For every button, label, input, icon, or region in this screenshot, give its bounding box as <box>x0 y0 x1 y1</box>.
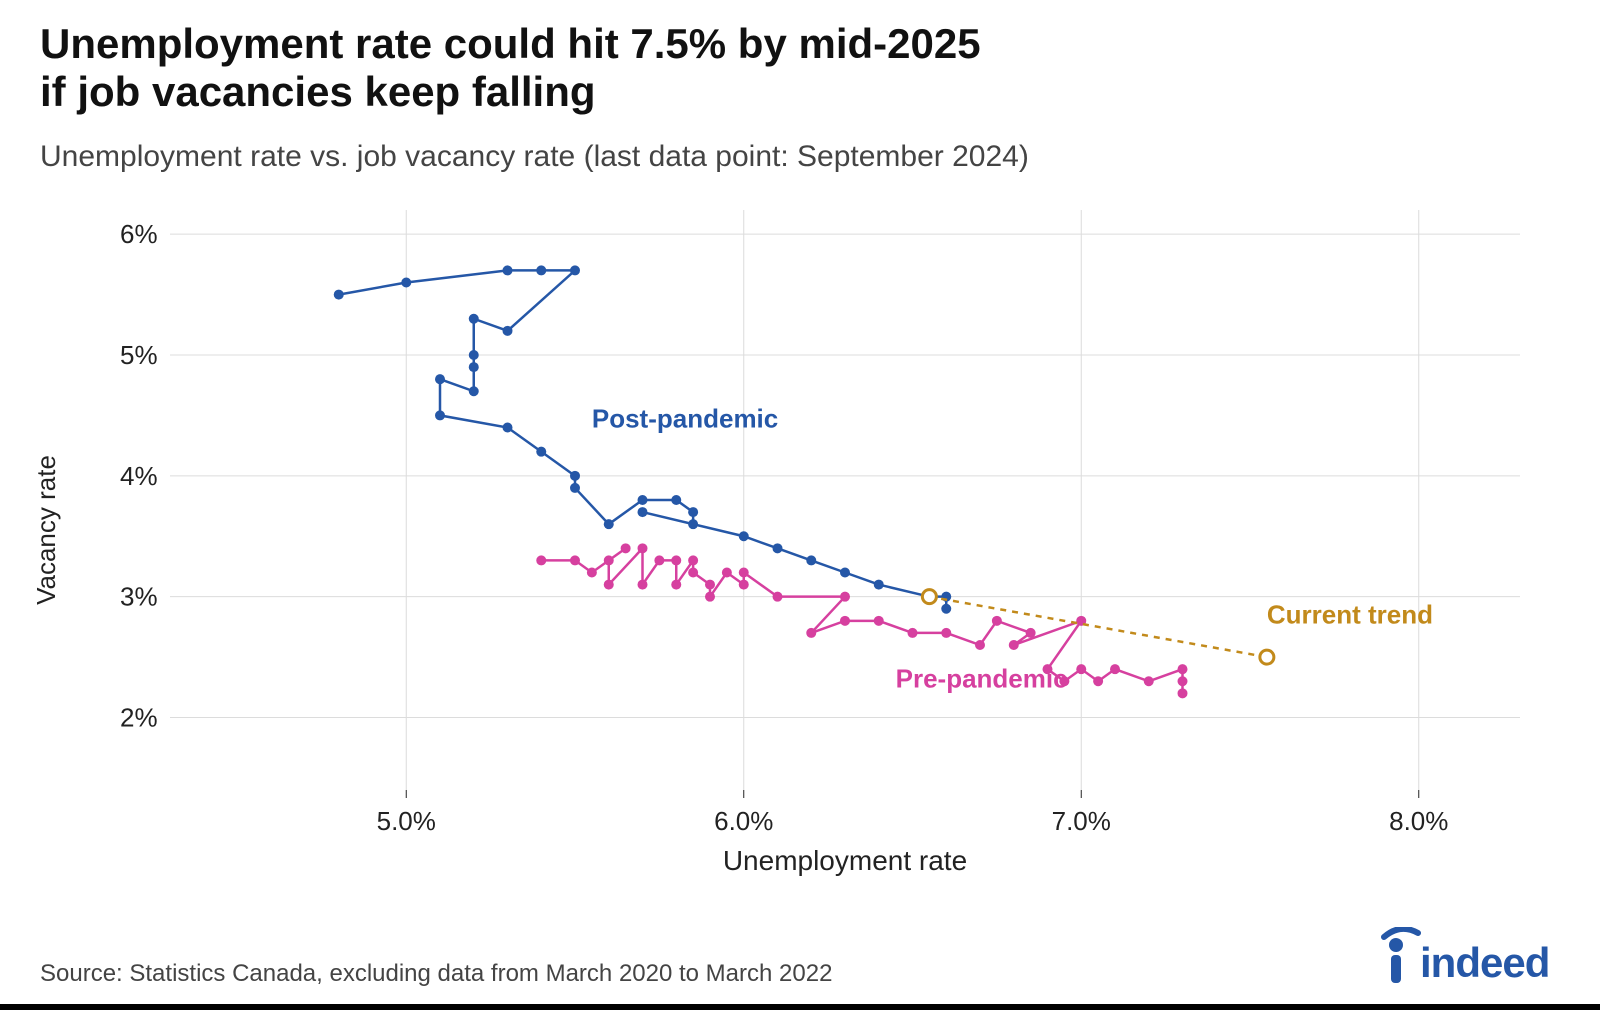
series-marker-pre_pandemic <box>773 592 783 602</box>
series-marker-post_pandemic <box>435 410 445 420</box>
series-marker-pre_pandemic <box>621 543 631 553</box>
x-tick-label: 8.0% <box>1389 806 1448 836</box>
series-marker-post_pandemic <box>773 543 783 553</box>
series-marker-pre_pandemic <box>1178 688 1188 698</box>
series-marker-pre_pandemic <box>570 555 580 565</box>
y-tick-label: 5% <box>120 340 158 370</box>
series-marker-post_pandemic <box>469 350 479 360</box>
series-marker-pre_pandemic <box>1110 664 1120 674</box>
series-marker-pre_pandemic <box>671 580 681 590</box>
x-tick-label: 5.0% <box>377 806 436 836</box>
indeed-logo-svg: indeed <box>1370 927 1550 987</box>
plot-area: 5.0% 6.0% 7.0% 8.0% 2% 3% 4% 5% 6% Unemployment r… <box>110 200 1550 880</box>
x-tick-label: 6.0% <box>714 806 773 836</box>
title-line-1: Unemployment rate could hit 7.5% by mid-… <box>40 20 981 67</box>
series-marker-pre_pandemic <box>536 555 546 565</box>
series-marker-pre_pandemic <box>688 555 698 565</box>
series-marker-pre_pandemic <box>604 580 614 590</box>
series-label-post_pandemic: Post-pandemic <box>592 404 778 434</box>
series-marker-post_pandemic <box>840 568 850 578</box>
series-marker-post_pandemic <box>401 278 411 288</box>
series-marker-pre_pandemic <box>840 616 850 626</box>
y-axis-title: Vacancy rate <box>31 455 61 605</box>
chart-subtitle: Unemployment rate vs. job vacancy rate (… <box>40 140 1029 174</box>
series-marker-pre_pandemic <box>806 628 816 638</box>
series-marker-post_pandemic <box>503 265 513 275</box>
series-marker-pre_pandemic <box>671 555 681 565</box>
series-marker-post_pandemic <box>435 374 445 384</box>
series-marker-post_pandemic <box>334 290 344 300</box>
series-marker-pre_pandemic <box>1093 676 1103 686</box>
bottom-border <box>0 1004 1600 1010</box>
series-marker-pre_pandemic <box>840 592 850 602</box>
series-label-current_trend: Current trend <box>1267 599 1433 629</box>
series-label-pre_pandemic: Pre-pandemic <box>896 663 1068 693</box>
series-marker-post_pandemic <box>469 362 479 372</box>
series-marker-pre_pandemic <box>1076 664 1086 674</box>
y-tick-label: 2% <box>120 703 158 733</box>
series-marker-post_pandemic <box>469 314 479 324</box>
source-note: Source: Statistics Canada, excluding dat… <box>40 960 832 988</box>
series-marker-pre_pandemic <box>992 616 1002 626</box>
series-marker-pre_pandemic <box>638 580 648 590</box>
series-marker-post_pandemic <box>806 555 816 565</box>
y-tick-label: 4% <box>120 461 158 491</box>
series-marker-pre_pandemic <box>874 616 884 626</box>
logo-text: indeed <box>1420 939 1549 986</box>
y-tick-label: 6% <box>120 219 158 249</box>
series-marker-post_pandemic <box>604 519 614 529</box>
series-marker-post_pandemic <box>536 265 546 275</box>
series-marker-pre_pandemic <box>587 568 597 578</box>
series-marker-pre_pandemic <box>1178 664 1188 674</box>
y-tick-label: 3% <box>120 582 158 612</box>
series-marker-post_pandemic <box>570 483 580 493</box>
series-marker-pre_pandemic <box>688 568 698 578</box>
chart-title: Unemployment rate could hit 7.5% by mid-… <box>40 20 981 117</box>
indeed-logo: indeed <box>1370 927 1550 992</box>
series-marker-pre_pandemic <box>908 628 918 638</box>
x-axis-title: Unemployment rate <box>723 845 967 876</box>
series-marker-pre_pandemic <box>654 555 664 565</box>
series-marker-pre_pandemic <box>604 555 614 565</box>
series-marker-pre_pandemic <box>722 568 732 578</box>
series-marker-post_pandemic <box>570 471 580 481</box>
series-marker-post_pandemic <box>671 495 681 505</box>
series-marker-pre_pandemic <box>739 580 749 590</box>
series-marker-pre_pandemic <box>975 640 985 650</box>
series-marker-post_pandemic <box>570 265 580 275</box>
series-marker-post_pandemic <box>688 507 698 517</box>
title-line-2: if job vacancies keep falling <box>40 68 596 115</box>
series-marker-pre_pandemic <box>941 628 951 638</box>
trend-start-marker <box>922 590 936 604</box>
chart-container: Unemployment rate could hit 7.5% by mid-… <box>0 0 1600 1010</box>
series-marker-pre_pandemic <box>1178 676 1188 686</box>
series-marker-pre_pandemic <box>739 568 749 578</box>
series-marker-pre_pandemic <box>1144 676 1154 686</box>
series-marker-pre_pandemic <box>705 592 715 602</box>
series-line-pre_pandemic <box>541 548 1182 693</box>
series-marker-post_pandemic <box>941 604 951 614</box>
series-marker-pre_pandemic <box>638 543 648 553</box>
series-marker-post_pandemic <box>503 326 513 336</box>
plot-svg: 5.0% 6.0% 7.0% 8.0% 2% 3% 4% 5% 6% Unemployment r… <box>110 200 1550 880</box>
series-marker-post_pandemic <box>688 519 698 529</box>
series-marker-post_pandemic <box>638 495 648 505</box>
series-marker-pre_pandemic <box>705 580 715 590</box>
series-marker-pre_pandemic <box>1026 628 1036 638</box>
x-tick-label: 7.0% <box>1052 806 1111 836</box>
series-marker-post_pandemic <box>638 507 648 517</box>
series-marker-post_pandemic <box>874 580 884 590</box>
series-marker-post_pandemic <box>739 531 749 541</box>
trend-end-marker <box>1260 650 1274 664</box>
series-marker-post_pandemic <box>469 386 479 396</box>
series-marker-post_pandemic <box>503 423 513 433</box>
series-marker-pre_pandemic <box>1009 640 1019 650</box>
series-marker-post_pandemic <box>536 447 546 457</box>
